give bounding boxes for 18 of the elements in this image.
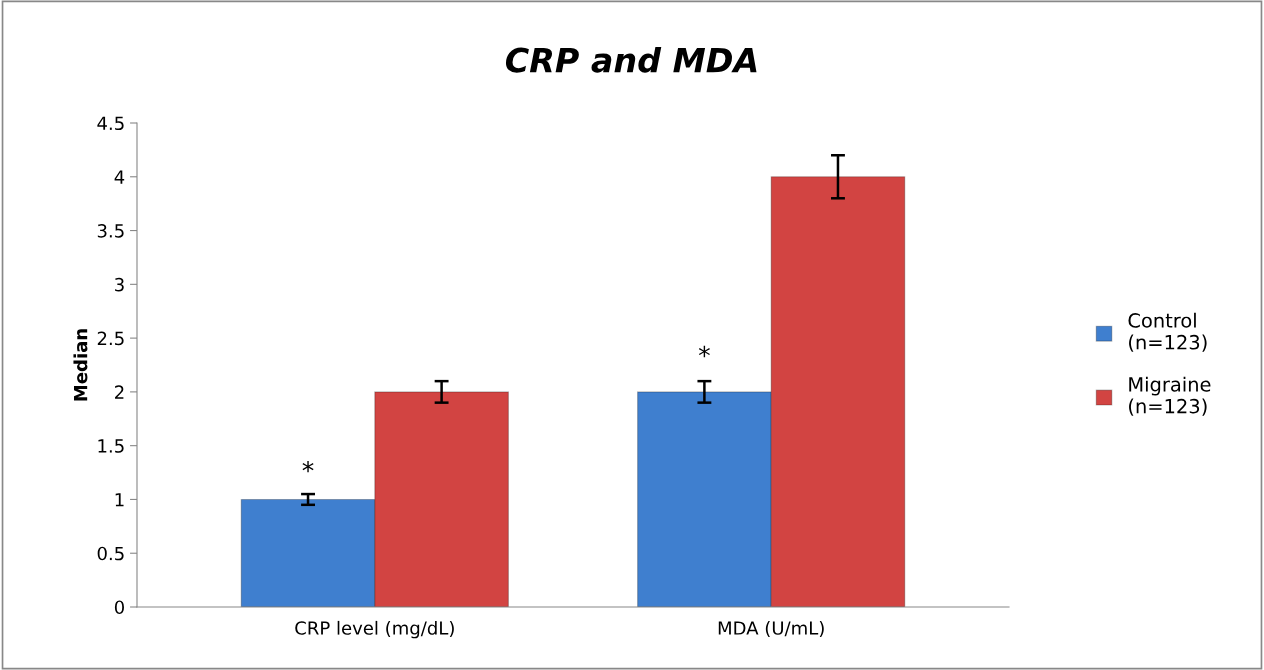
y-tick-label: 1 <box>115 493 124 507</box>
y-tick-label: 1.5 <box>98 439 124 453</box>
annotation: * <box>302 460 314 473</box>
y-tick-label: 2 <box>115 385 124 399</box>
legend-label: Migraine (n=123) <box>1129 376 1211 416</box>
y-tick-label: 2.5 <box>97 331 124 346</box>
y-tick-label: 0 <box>114 600 124 615</box>
chart-title: CRP and MDA <box>505 46 757 73</box>
x-tick-label: CRP level (mg/dL) <box>295 620 454 639</box>
legend-label: Control (n=123) <box>1128 312 1207 352</box>
y-tick-label: 0.5 <box>97 546 124 561</box>
x-tick-label: MDA (U/mL) <box>718 620 824 637</box>
y-axis-title: Median <box>73 329 88 401</box>
annotation: * <box>698 345 710 358</box>
y-tick-label: 3.5 <box>97 224 124 238</box>
y-tick-label: 4 <box>114 170 125 184</box>
y-tick-label: 4.5 <box>97 116 124 131</box>
y-tick-label: 3 <box>115 277 124 292</box>
